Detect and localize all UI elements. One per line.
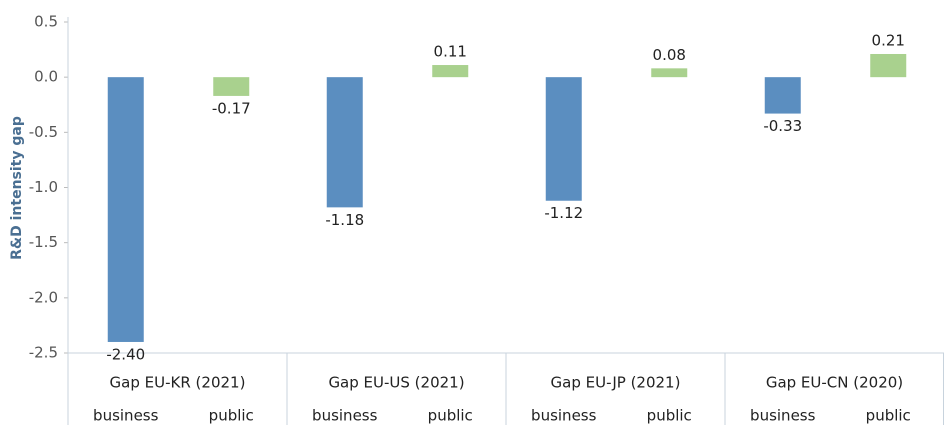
value-label: -1.18: [325, 211, 364, 229]
value-label: 0.08: [653, 46, 686, 64]
y-axis-label: R&D intensity gap: [9, 116, 25, 260]
y-tick-label: -2.0: [29, 288, 58, 306]
sub-label: public: [866, 407, 911, 425]
sub-label: business: [93, 407, 159, 425]
value-label: -1.12: [544, 204, 583, 222]
value-label: 0.21: [872, 31, 905, 49]
sub-label: business: [750, 407, 816, 425]
y-tick-label: -1.0: [29, 178, 58, 196]
bar: [213, 77, 250, 96]
bar: [107, 77, 144, 342]
value-label: -0.33: [763, 117, 802, 135]
sub-label: public: [428, 407, 473, 425]
value-label: 0.11: [434, 43, 467, 61]
sub-label: public: [647, 407, 692, 425]
sub-label: public: [209, 407, 254, 425]
y-tick-label: -1.5: [29, 233, 58, 251]
sub-label: business: [312, 407, 378, 425]
bar: [870, 53, 907, 78]
group-label: Gap EU-KR (2021): [110, 374, 246, 392]
bar: [545, 77, 582, 201]
value-label: -0.17: [212, 99, 251, 117]
y-tick-label: -0.5: [29, 123, 58, 141]
bar: [651, 68, 688, 78]
bar: [764, 77, 801, 114]
y-tick-label: 0.0: [34, 68, 58, 86]
group-label: Gap EU-US (2021): [328, 374, 464, 392]
sub-label: business: [531, 407, 597, 425]
y-tick-label: -2.5: [29, 344, 58, 362]
group-label: Gap EU-JP (2021): [551, 374, 681, 392]
bar: [432, 65, 469, 78]
bar: [326, 77, 363, 208]
value-label: -2.40: [106, 345, 145, 363]
group-label: Gap EU-CN (2020): [766, 374, 903, 392]
y-tick-label: 0.5: [34, 13, 58, 31]
